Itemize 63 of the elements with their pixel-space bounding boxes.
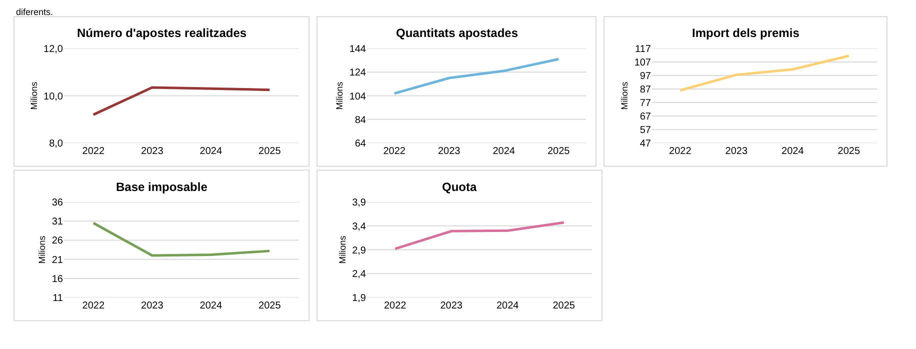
chart-title: Quantitats apostades bbox=[396, 26, 518, 40]
line-series bbox=[92, 86, 271, 116]
x-tick-label: 2022 bbox=[384, 300, 407, 312]
x-tick-label: 2023 bbox=[440, 300, 463, 312]
chart-title: Import dels premis bbox=[692, 26, 800, 40]
y-tick-label: 107 bbox=[634, 57, 652, 68]
y-tick-label: 1,9 bbox=[352, 293, 366, 304]
x-tick-label: 2025 bbox=[552, 300, 576, 312]
x-tick-label: 2023 bbox=[725, 146, 748, 158]
line-series bbox=[92, 222, 271, 257]
x-tick-label: 2022 bbox=[669, 146, 692, 158]
y-tick-label: 124 bbox=[349, 68, 366, 79]
chart-title: Número d'apostes realitzades bbox=[77, 26, 247, 40]
y-tick-label: 26 bbox=[52, 236, 64, 247]
y-tick-label: 144 bbox=[349, 44, 366, 55]
x-tick-label: 2022 bbox=[383, 146, 406, 158]
x-tick-label: 2024 bbox=[200, 146, 222, 158]
y-axis-title: Milions bbox=[28, 81, 39, 110]
y-tick-label: 77 bbox=[640, 98, 652, 110]
y-tick-label: 87 bbox=[640, 84, 652, 96]
y-axis-title: Milions bbox=[337, 235, 348, 264]
y-tick-label: 11 bbox=[52, 293, 64, 304]
x-tick-label: 2025 bbox=[258, 300, 282, 312]
y-axis-title: Milions bbox=[334, 81, 345, 110]
x-tick-label: 2024 bbox=[492, 146, 516, 158]
chart-title: Quota bbox=[442, 180, 477, 194]
x-tick-label: 2025 bbox=[258, 146, 282, 158]
y-tick-label: 8,0 bbox=[49, 138, 64, 150]
x-tick-label: 2025 bbox=[838, 146, 860, 158]
y-tick-label: 2,4 bbox=[352, 269, 366, 280]
y-tick-label: 47 bbox=[640, 138, 652, 150]
y-tick-label: 12,0 bbox=[44, 44, 64, 55]
x-tick-label: 2023 bbox=[438, 146, 461, 158]
y-tick-label: 67 bbox=[640, 112, 652, 123]
y-tick-label: 31 bbox=[52, 216, 64, 228]
y-tick-label: 104 bbox=[349, 91, 366, 102]
y-tick-label: 84 bbox=[354, 114, 366, 126]
text: diferents. bbox=[16, 7, 54, 17]
x-tick-label: 2022 bbox=[82, 146, 105, 158]
y-tick-label: 117 bbox=[635, 44, 652, 55]
line-series bbox=[393, 58, 560, 95]
chart-title: Base imposable bbox=[116, 180, 208, 194]
y-tick-label: 2,9 bbox=[352, 245, 366, 256]
y-tick-label: 64 bbox=[354, 138, 366, 150]
y-axis-title: Milions bbox=[37, 235, 48, 264]
y-tick-label: 10,0 bbox=[44, 91, 64, 102]
y-tick-label: 16 bbox=[52, 274, 64, 285]
x-tick-label: 2024 bbox=[200, 300, 222, 312]
y-tick-label: 97 bbox=[640, 70, 652, 82]
x-tick-label: 2025 bbox=[547, 146, 570, 158]
y-tick-label: 3,9 bbox=[352, 197, 366, 208]
line-series bbox=[394, 221, 566, 250]
x-tick-label: 2022 bbox=[82, 300, 105, 312]
x-tick-label: 2024 bbox=[782, 146, 804, 158]
y-tick-label: 36 bbox=[52, 197, 64, 208]
line-series bbox=[678, 54, 850, 92]
x-tick-label: 2023 bbox=[141, 300, 164, 312]
x-tick-label: 2023 bbox=[141, 146, 164, 158]
y-axis-title: Milions bbox=[620, 81, 630, 110]
y-tick-label: 21 bbox=[52, 254, 64, 266]
y-tick-label: 57 bbox=[640, 125, 652, 136]
y-tick-label: 3,4 bbox=[352, 221, 366, 232]
x-tick-label: 2024 bbox=[496, 300, 520, 312]
